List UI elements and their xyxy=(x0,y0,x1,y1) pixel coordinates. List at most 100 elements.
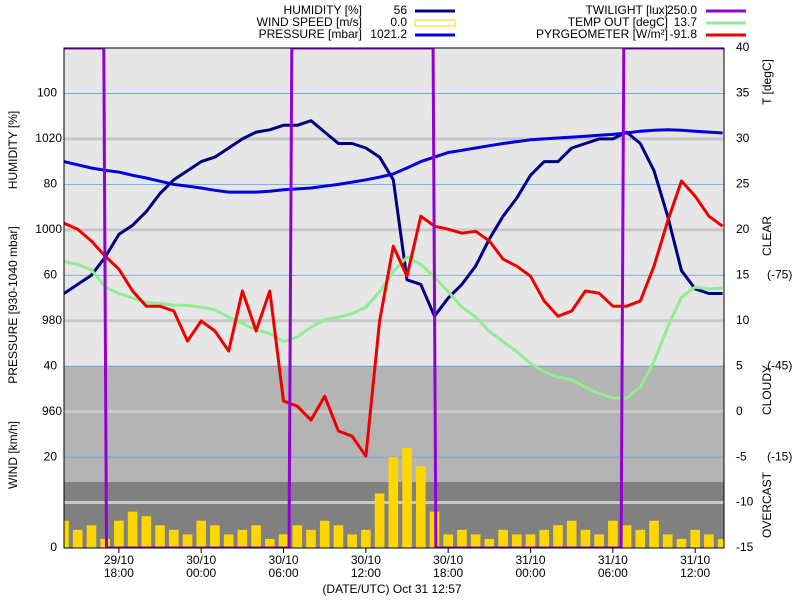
y-tick-label: 960 xyxy=(42,404,62,418)
wind-bar xyxy=(443,534,454,548)
wind-bar xyxy=(621,525,632,548)
wind-bar xyxy=(155,525,165,548)
x-tick-label: 31/10 12:00 xyxy=(680,553,711,580)
wind-bar xyxy=(127,511,138,548)
x-tick-label: 31/10 00:00 xyxy=(515,553,546,580)
series-line xyxy=(64,179,724,458)
wind-bar xyxy=(457,529,467,548)
wind-bar xyxy=(512,534,522,548)
plot xyxy=(64,48,724,548)
wind-bar xyxy=(223,534,234,548)
pressure-axis-label: PRESSURE [930-1040 mbar] xyxy=(6,226,20,383)
x-tick-label: 29/10 18:00 xyxy=(103,553,134,580)
wind-bar xyxy=(484,538,495,548)
y-tick-label: 60 xyxy=(44,267,58,281)
sky-label: CLEAR xyxy=(760,216,774,256)
legend-value: 56 xyxy=(394,3,408,17)
legend-label: WIND SPEED [m/s] xyxy=(257,15,362,29)
wind-bar xyxy=(210,525,220,548)
y-tick-label: 100 xyxy=(37,86,57,100)
wind-bar xyxy=(676,538,687,548)
series-line xyxy=(64,48,724,548)
labels: 4035302520151050-5-10-156080100020409609… xyxy=(35,3,792,554)
wind-bar xyxy=(278,534,289,548)
wind-bar xyxy=(498,529,508,548)
legend-swatch xyxy=(414,19,456,27)
y-tick-label: 80 xyxy=(44,177,58,191)
wind-bar xyxy=(374,493,385,548)
legend-label: PRESSURE [mbar] xyxy=(259,27,362,41)
wind-bar xyxy=(649,520,659,548)
wind-bar xyxy=(470,534,481,548)
humidity-axis-label: HUMIDITY [%] xyxy=(6,111,20,189)
wind-bar xyxy=(265,538,275,548)
x-tick-label: 30/10 12:00 xyxy=(350,553,381,580)
wind-bar xyxy=(114,520,124,548)
chart-title: (DATE/UTC) Oct 31 12:57 xyxy=(322,582,461,596)
legend-label: HUMIDITY [%] xyxy=(284,3,362,17)
wind-bar xyxy=(402,448,412,548)
y-tick-label: 40 xyxy=(44,358,58,372)
legend-label: PYRGEOMETER [W/m²] xyxy=(536,27,668,41)
y2-tick-label: 0 xyxy=(736,404,743,418)
wind-bar xyxy=(415,466,426,548)
y2-tick-label: 25 xyxy=(736,177,750,191)
legend-label: TWILIGHT [lux] xyxy=(586,3,668,17)
wind-bar xyxy=(237,529,248,548)
legend-value: 250.0 xyxy=(667,3,697,17)
pyr-tick-label: (-75) xyxy=(767,267,792,281)
x-tick-label: 30/10 18:00 xyxy=(433,553,464,580)
pyr-tick-label: (-45) xyxy=(767,358,792,372)
wind-bar xyxy=(306,529,316,548)
y2-tick-label: 40 xyxy=(736,40,750,54)
series-line xyxy=(64,128,723,194)
wind-bar xyxy=(594,534,604,548)
y2-tick-label: 35 xyxy=(736,86,750,100)
legend-value: 13.7 xyxy=(674,15,698,29)
x-tick-label: 31/10 06:00 xyxy=(597,553,628,580)
plot-frame xyxy=(63,47,725,549)
y-tick-label: 0 xyxy=(50,540,57,554)
wind-bar xyxy=(525,534,536,548)
wind-bar xyxy=(388,457,399,548)
sky-label: CLOUDY xyxy=(760,365,774,415)
series-line xyxy=(64,255,723,400)
y2-tick-label: 10 xyxy=(736,313,750,327)
legend-value: 0.0 xyxy=(390,15,407,29)
wind-bar xyxy=(539,529,550,548)
y2-tick-label: -10 xyxy=(736,495,754,509)
y2-tick-label: 20 xyxy=(736,222,750,236)
wind-bar xyxy=(64,520,69,548)
wind-bar xyxy=(292,525,303,548)
x-tick-label: 30/10 06:00 xyxy=(268,553,299,580)
wind-bar xyxy=(690,529,700,548)
wind-bar xyxy=(86,525,97,548)
wind-axis-label: WIND [km/h] xyxy=(6,421,20,489)
y-tick-label: 1020 xyxy=(35,131,62,145)
pyr-tick-label: (-15) xyxy=(767,449,792,463)
wind-bar xyxy=(361,529,371,548)
y2-tick-label: 30 xyxy=(736,131,750,145)
y2-tick-label: -5 xyxy=(736,449,747,463)
y2-tick-label: 5 xyxy=(736,358,743,372)
wind-bar xyxy=(182,534,193,548)
wind-bar xyxy=(347,534,357,548)
wind-bar xyxy=(196,520,207,548)
y-tick-label: 20 xyxy=(44,449,58,463)
wind-bar xyxy=(662,534,673,548)
wind-bar xyxy=(333,525,344,548)
y-tick-label: 980 xyxy=(42,313,62,327)
x-tick-label: 30/10 00:00 xyxy=(186,553,217,580)
wind-bar xyxy=(704,534,714,548)
wind-bar xyxy=(319,520,330,548)
y2-tick-label: 15 xyxy=(736,267,750,281)
wind-bar xyxy=(72,529,83,548)
wind-bar xyxy=(141,516,152,548)
legend-value: -91.8 xyxy=(670,27,698,41)
y-tick-label: 1000 xyxy=(35,222,62,236)
wind-bar xyxy=(717,538,724,548)
wind-bar xyxy=(168,529,179,548)
wind-bar xyxy=(553,525,563,548)
